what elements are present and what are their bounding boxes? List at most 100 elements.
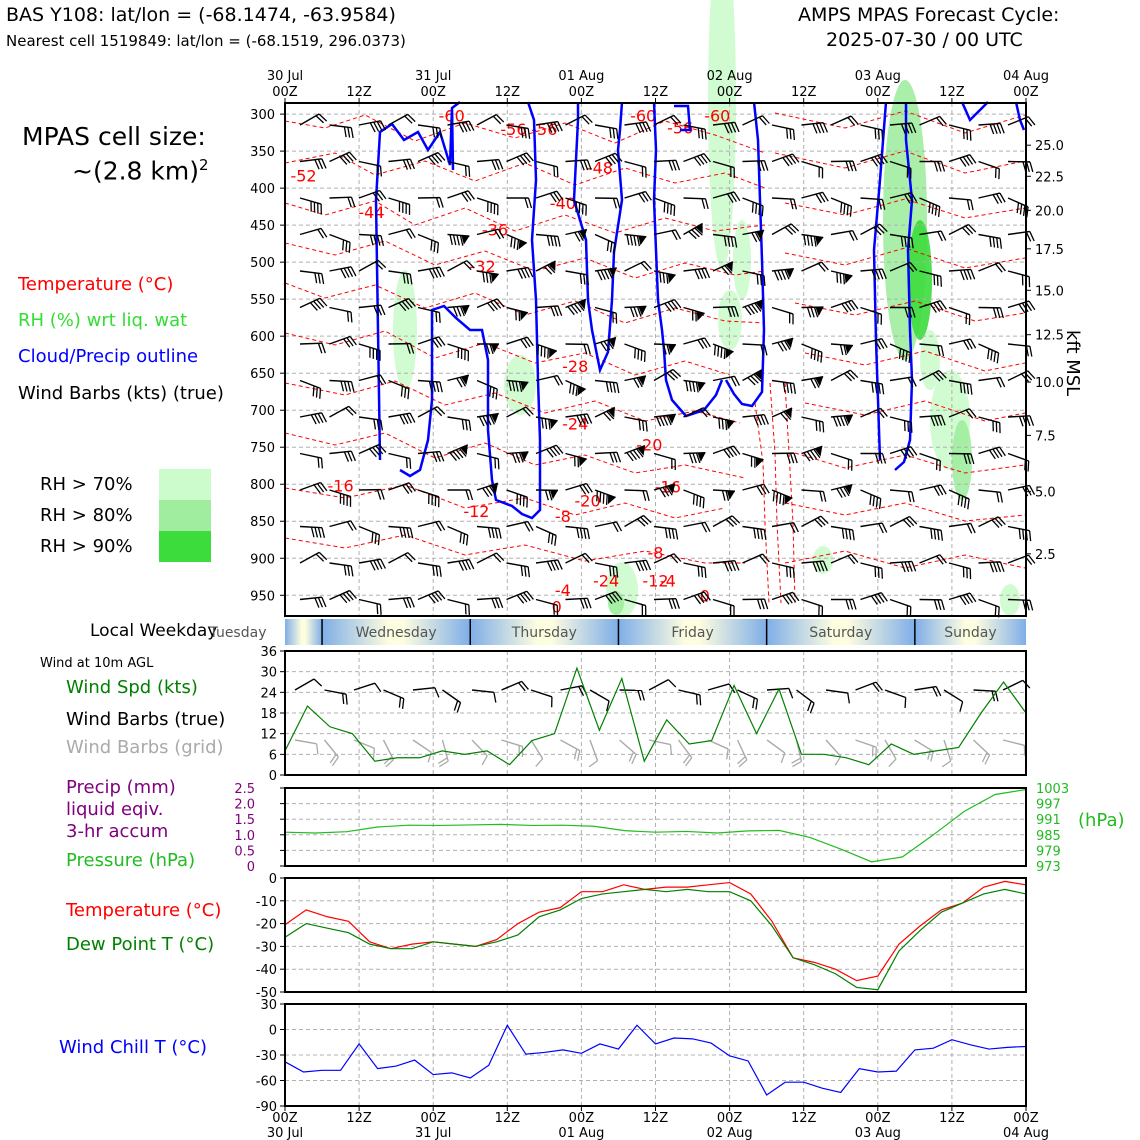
barb-staff bbox=[329, 151, 350, 163]
barb-tick bbox=[581, 203, 584, 215]
rh-area-13 bbox=[920, 330, 940, 390]
barb-tick bbox=[495, 114, 505, 123]
barb-staff bbox=[358, 374, 381, 382]
barb-staff bbox=[594, 521, 617, 528]
barb-staff bbox=[417, 489, 440, 498]
upper-wind-barb bbox=[447, 160, 471, 177]
barb-tick bbox=[693, 156, 702, 167]
barb-tick bbox=[374, 682, 382, 693]
upper-wind-barb bbox=[978, 122, 1005, 135]
surface-barb-grid bbox=[736, 739, 748, 768]
barb-tick bbox=[321, 343, 326, 354]
barb-tick bbox=[605, 594, 613, 605]
barb-tick bbox=[459, 377, 467, 387]
panel-ytick-label: 6 bbox=[269, 748, 277, 763]
upper-wind-barb bbox=[860, 522, 888, 534]
upper-wind-barb bbox=[447, 444, 469, 461]
barb-tick bbox=[701, 268, 707, 279]
barb-staff bbox=[447, 343, 469, 352]
surface-barb-true bbox=[973, 689, 999, 702]
upper-wind-barb bbox=[476, 597, 504, 609]
barb-tick bbox=[634, 347, 636, 359]
upper-wind-barb bbox=[653, 598, 680, 610]
upper-wind-barb bbox=[1007, 415, 1035, 427]
upper-wind-barb bbox=[830, 369, 859, 382]
barb-tick bbox=[999, 238, 1003, 249]
upper-wind-barb bbox=[506, 306, 529, 322]
barb-flag bbox=[460, 444, 468, 456]
pressure-tick-label: 991 bbox=[1036, 813, 1061, 828]
barb-tick bbox=[728, 683, 736, 694]
barb-tick bbox=[439, 381, 443, 393]
upper-wind-barb bbox=[535, 598, 559, 616]
barb-staff bbox=[919, 115, 941, 126]
surface-barb-grid bbox=[855, 739, 877, 758]
barb-staff bbox=[653, 343, 677, 346]
upper-wind-barb bbox=[535, 190, 564, 203]
barb-tick bbox=[515, 381, 519, 392]
panel-ytick-label: -20 bbox=[256, 918, 277, 933]
barb-staff bbox=[801, 122, 824, 126]
barb-tick bbox=[373, 560, 380, 571]
upper-wind-barb bbox=[388, 482, 416, 494]
barb-staff bbox=[329, 562, 352, 567]
barb-tick bbox=[575, 385, 579, 397]
barb-tick bbox=[431, 494, 433, 506]
barb-tick bbox=[406, 343, 411, 354]
barb-tick bbox=[673, 114, 682, 124]
barb-tick bbox=[497, 458, 500, 470]
barb-tick bbox=[750, 456, 753, 467]
upper-wind-barb bbox=[624, 160, 647, 178]
barb-tick bbox=[314, 159, 320, 170]
barb-tick bbox=[758, 116, 767, 126]
barb-tick bbox=[747, 377, 756, 386]
upper-wind-barb bbox=[889, 376, 917, 388]
barb-tick bbox=[343, 564, 347, 576]
barb-tick bbox=[487, 302, 495, 312]
upper-wind-barb bbox=[653, 229, 682, 241]
barb-tick bbox=[910, 446, 918, 456]
barb-tick bbox=[966, 453, 971, 465]
barb-tick bbox=[872, 495, 875, 507]
barb-staff bbox=[830, 197, 852, 207]
barb-tick bbox=[404, 115, 413, 124]
surface-barb-true bbox=[353, 682, 382, 693]
precip-tick-label: 0 bbox=[247, 860, 255, 875]
barb-tick bbox=[435, 127, 439, 138]
temperature-contour-label: -32 bbox=[470, 257, 496, 276]
barb-tick bbox=[548, 419, 551, 430]
upper-wind-barb bbox=[830, 343, 853, 356]
upper-wind-barb bbox=[860, 337, 888, 350]
barb-staff bbox=[889, 261, 911, 272]
weekday-cell bbox=[766, 619, 915, 645]
surface-barb-grid bbox=[914, 739, 934, 762]
upper-wind-barb bbox=[889, 446, 918, 459]
barb-tick bbox=[806, 451, 814, 461]
barb-tick bbox=[458, 448, 467, 457]
barb-staff bbox=[417, 562, 440, 568]
upper-wind-barb bbox=[329, 266, 357, 279]
surface-barb-grid bbox=[382, 739, 395, 768]
barb-staff bbox=[919, 343, 942, 347]
barb-staff bbox=[712, 191, 735, 199]
barb-tick bbox=[350, 266, 357, 277]
barb-tick bbox=[696, 495, 699, 506]
barb-tick bbox=[556, 375, 564, 385]
barb-tick bbox=[756, 415, 763, 426]
barb-staff bbox=[683, 407, 704, 418]
barb-staff bbox=[860, 124, 883, 131]
barb-tick bbox=[704, 522, 711, 532]
kft-tick-label: 20.0 bbox=[1035, 204, 1064, 219]
barb-tick bbox=[701, 198, 706, 209]
pressure-tick-label: 997 bbox=[1036, 798, 1061, 813]
barb-tick bbox=[432, 126, 436, 138]
rh-area-7 bbox=[393, 270, 417, 390]
barb-staff bbox=[594, 233, 616, 245]
barb-staff bbox=[476, 552, 497, 564]
barb-staff bbox=[624, 343, 646, 353]
temperature-contour-label: -52 bbox=[290, 167, 316, 186]
cloud-outline-4 bbox=[674, 104, 692, 132]
barb-tick bbox=[937, 599, 942, 611]
barb-tick bbox=[516, 156, 525, 166]
pressure-tick-label: 850 bbox=[250, 515, 275, 530]
